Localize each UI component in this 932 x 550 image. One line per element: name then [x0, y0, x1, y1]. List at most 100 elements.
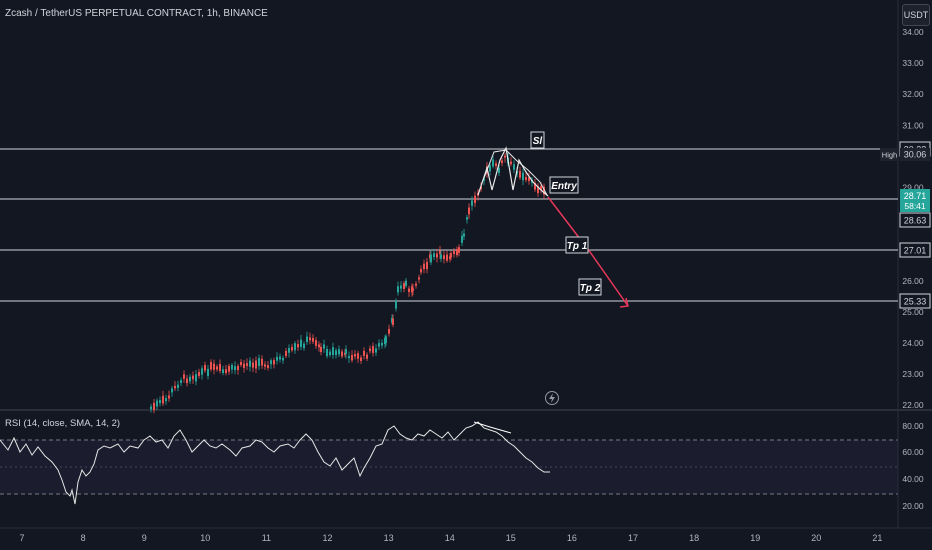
candle-body	[306, 336, 308, 343]
candle-body	[397, 286, 399, 293]
rsi-tick-label: 40.00	[902, 474, 924, 484]
price-tick-label: 23.00	[902, 369, 924, 379]
price-tick-label: 29.00	[902, 183, 924, 193]
candle-body	[385, 336, 387, 343]
price-tick-label: 26.00	[902, 276, 924, 286]
candle-body	[159, 400, 161, 404]
time-tick-label: 16	[567, 533, 577, 543]
candle-body	[282, 357, 284, 361]
candle-body	[222, 369, 224, 374]
candle-body	[323, 344, 325, 349]
candle-body	[436, 253, 438, 258]
candle-body	[489, 165, 491, 172]
high-tag: High 30.06	[880, 148, 930, 161]
candle-body	[495, 163, 497, 167]
candle-body	[492, 159, 494, 167]
candle-body	[279, 356, 281, 360]
candle-body	[537, 186, 539, 194]
candle-body	[326, 348, 328, 357]
price-tick-label: 25.00	[902, 307, 924, 317]
candle-body	[360, 357, 362, 361]
candle-body	[237, 365, 239, 371]
sl-annotation[interactable]: Sl	[530, 131, 545, 149]
candle-body	[234, 366, 236, 371]
candle-body	[300, 339, 302, 348]
pattern-outline[interactable]	[483, 149, 548, 196]
time-tick-label: 8	[81, 533, 86, 543]
time-tick-label: 20	[811, 533, 821, 543]
candle-body	[366, 354, 368, 359]
candle-body	[150, 406, 152, 410]
time-tick-label: 21	[872, 533, 882, 543]
candle-body	[165, 398, 167, 402]
candle-body	[363, 350, 365, 356]
candle-body	[195, 374, 197, 382]
tp2-level-tag: 25.33	[899, 293, 931, 309]
rsi-axis[interactable]: 80.00 60.00 40.00 20.00	[902, 421, 924, 511]
rsi-title[interactable]: RSI (14, close, SMA, 14, 2)	[5, 418, 121, 429]
svg-text:High: High	[882, 151, 897, 160]
candle-body	[174, 385, 176, 389]
chart-title[interactable]: Zcash / TetherUS PERPETUAL CONTRACT, 1h,…	[5, 8, 268, 19]
time-tick-label: 19	[750, 533, 760, 543]
entry-annotation[interactable]: Entry	[549, 176, 579, 194]
time-axis[interactable]: 7 8 9 10 11 12 13 14 15 16 17 18 19 20 21	[19, 533, 882, 543]
candle-body	[273, 360, 275, 365]
candle-body	[357, 353, 359, 359]
candle-body	[534, 183, 536, 190]
svg-text:58:41: 58:41	[904, 201, 926, 211]
candle-body	[210, 362, 212, 370]
tp1-annotation[interactable]: Tp 1	[565, 236, 589, 254]
svg-text:28.71: 28.71	[904, 191, 927, 201]
candle-body	[369, 348, 371, 352]
candle-body	[312, 337, 314, 342]
candle-body	[252, 362, 254, 368]
tp2-label: Tp 2	[580, 283, 601, 294]
candle-body	[183, 374, 185, 379]
candle-body	[388, 328, 390, 334]
rsi-tick-label: 20.00	[902, 501, 924, 511]
rsi-tick-label: 80.00	[902, 421, 924, 431]
candle-body	[513, 164, 515, 170]
candle-body	[461, 235, 463, 243]
candle-body	[381, 342, 383, 346]
candle-body	[231, 365, 233, 370]
svg-text:25.33: 25.33	[904, 297, 927, 307]
candle-body	[463, 233, 465, 237]
candle-body	[540, 186, 542, 190]
candlestick-series[interactable]	[150, 152, 545, 414]
tp2-annotation[interactable]: Tp 2	[578, 278, 602, 296]
lightning-icon[interactable]	[545, 391, 559, 405]
candle-body	[440, 254, 442, 259]
candle-body	[378, 343, 380, 347]
candle-body	[423, 263, 425, 270]
last-price-tag: 28.71 58:41	[900, 189, 930, 212]
candle-body	[498, 167, 500, 173]
rsi-line[interactable]	[0, 421, 550, 505]
candle-body	[315, 340, 317, 346]
candle-body	[318, 344, 320, 348]
candle-body	[354, 354, 356, 357]
candle-body	[189, 376, 191, 382]
candle-body	[456, 248, 458, 256]
time-tick-label: 18	[689, 533, 699, 543]
candle-body	[430, 254, 432, 263]
projection-arrow[interactable]	[547, 196, 629, 307]
pattern-drawing[interactable]	[477, 146, 549, 197]
candle-body	[446, 254, 448, 261]
candle-body	[255, 360, 257, 369]
candle-body	[348, 356, 350, 359]
candle-body	[453, 250, 455, 255]
rsi-band	[0, 440, 898, 494]
candle-body	[213, 363, 215, 370]
candle-body	[415, 283, 417, 286]
candle-body	[392, 318, 394, 325]
candle-body	[332, 347, 334, 356]
currency-button[interactable]: USDT	[902, 4, 930, 26]
candle-body	[207, 368, 209, 376]
candle-body	[246, 363, 248, 366]
candle-body	[276, 356, 278, 361]
rsi-divergence-line[interactable]	[473, 421, 512, 434]
candle-body	[418, 277, 420, 280]
